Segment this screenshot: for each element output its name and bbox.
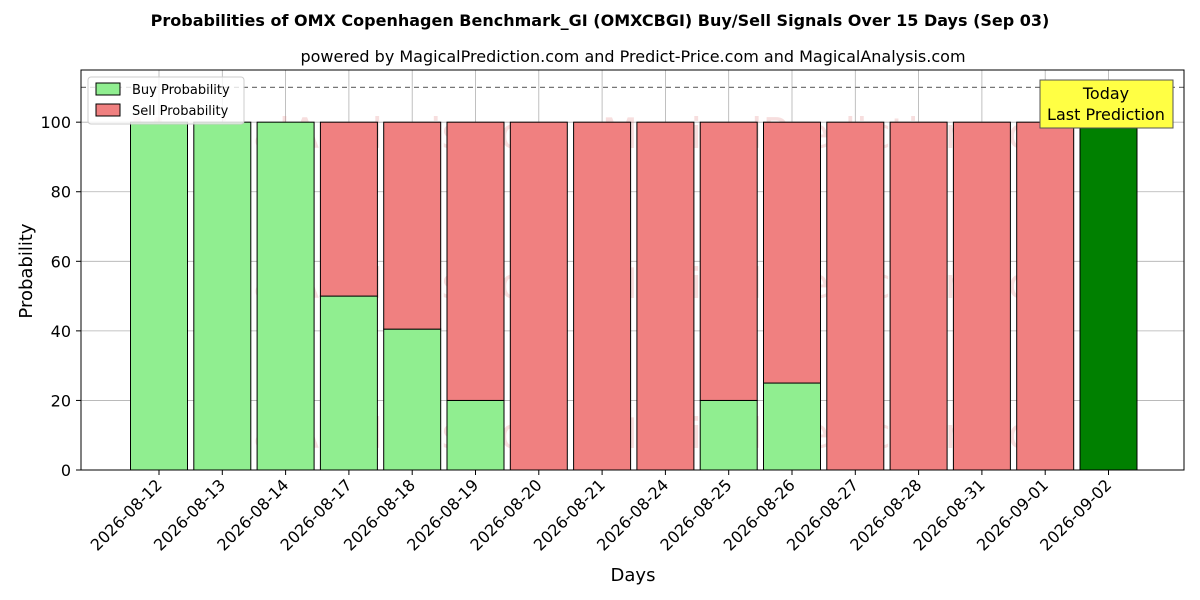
y-tick-label-2: 40 <box>51 322 71 341</box>
bar-sell-2026-08-28 <box>889 121 948 471</box>
bar-sell-2026-08-24 <box>636 121 695 471</box>
bar-buy-2026-08-12 <box>130 121 188 471</box>
bar-buy-2026-08-26 <box>763 382 821 471</box>
chart-title: Probabilities of OMX Copenhagen Benchmar… <box>151 11 1050 30</box>
bar-sell-2026-08-21 <box>573 121 632 471</box>
bar-buy-2026-08-25 <box>699 399 758 471</box>
bar-buy-2026-08-19 <box>446 399 505 471</box>
x-axis-label: Days <box>611 565 656 586</box>
legend-swatch-buy <box>95 82 121 96</box>
today-annotation: Today Last Prediction <box>1039 79 1174 129</box>
bar-sell-2026-08-18 <box>383 121 442 330</box>
y-tick-label-4: 80 <box>51 183 71 202</box>
chart-subtitle: powered by MagicalPrediction.com and Pre… <box>300 47 965 66</box>
bar-sell-2026-09-01 <box>1016 121 1075 471</box>
y-axis-label: Probability <box>16 223 37 318</box>
annotation-box <box>1039 79 1174 129</box>
annotation-line1: Today <box>1082 84 1129 103</box>
y-tick-label-1: 20 <box>51 391 71 410</box>
bar-buy-2026-08-14 <box>256 121 315 471</box>
bar-sell-2026-08-27 <box>826 121 885 471</box>
bar-sell-2026-08-26 <box>763 121 821 384</box>
bar-sell-2026-08-19 <box>446 121 505 401</box>
legend-label-sell: Sell Probability <box>132 104 229 119</box>
plot-frame <box>80 69 1185 471</box>
legend-box <box>87 76 245 125</box>
y-tick-label-3: 60 <box>51 252 71 271</box>
bars <box>130 121 1138 471</box>
bar-sell-2026-08-25 <box>699 121 758 401</box>
bar-sell-2026-08-20 <box>509 121 568 471</box>
bar-buy-2026-08-18 <box>383 328 442 471</box>
bar-sell-2026-08-31 <box>952 121 1011 471</box>
legend-label-buy: Buy Probability <box>132 83 230 98</box>
bar-buy-2026-08-17 <box>319 295 378 471</box>
legend-swatch-sell <box>95 103 121 117</box>
annotation-line2: Last Prediction <box>1047 105 1165 124</box>
bar-sell-2026-08-17 <box>319 121 378 297</box>
bar-buy-2026-08-13 <box>193 121 252 471</box>
legend: Buy Probability Sell Probability <box>87 76 245 125</box>
bar-buy-2026-09-02 <box>1079 121 1138 471</box>
y-tick-label-5: 100 <box>40 113 71 132</box>
y-tick-label-0: 0 <box>61 461 71 480</box>
